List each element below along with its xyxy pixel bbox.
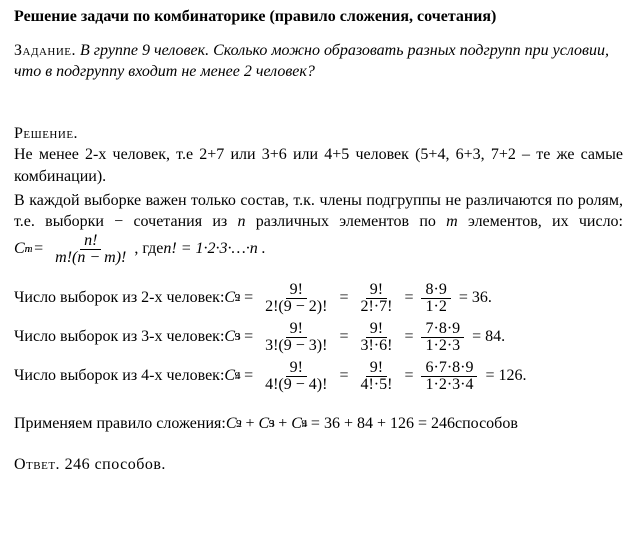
- sum-eq1: =: [311, 413, 320, 435]
- answer-label: Ответ.: [14, 456, 60, 473]
- p2-mid: различных элементов по: [245, 213, 446, 230]
- calc-row-3: Число выборок из 3-х человек: C39 = 9!3!…: [14, 321, 623, 354]
- f1-den: 4!(9 − 4)!: [261, 377, 331, 393]
- sum-c3: C: [291, 413, 302, 435]
- f2-den: 2!·7!: [356, 299, 396, 315]
- row-dot: .: [523, 365, 527, 387]
- f1-den: 3!(9 − 3)!: [261, 338, 331, 354]
- sum-lead: Применяем правило сложения:: [14, 413, 226, 435]
- solution-label: Решение.: [14, 123, 623, 145]
- row-dot: .: [501, 326, 505, 348]
- row-result: 36: [472, 287, 488, 309]
- solution-p2: В каждой выборке важен только состав, т.…: [14, 190, 623, 266]
- row-lead: Число выборок из 4-х человек:: [14, 365, 224, 387]
- answer-block: Ответ. 246 способов.: [14, 454, 623, 476]
- task-text: В группе 9 человек. Сколько можно образо…: [14, 42, 609, 81]
- row-C: C: [224, 326, 235, 348]
- formula-comma: , где: [134, 238, 163, 260]
- f2-num: 9!: [366, 321, 387, 338]
- row-lead: Число выборок из 2-х человек:: [14, 287, 224, 309]
- answer-text: 246 способов.: [65, 456, 166, 473]
- sum-tail: способов: [455, 413, 518, 435]
- p2-m: m: [446, 213, 458, 230]
- addition-rule-line: Применяем правило сложения: C29 + C39 + …: [14, 413, 623, 435]
- row-dot: .: [488, 287, 492, 309]
- f3-den: 1·2·3·4: [421, 377, 477, 393]
- calc-row-4: Число выборок из 4-х человек: C49 = 9!4!…: [14, 360, 623, 393]
- row-lead: Число выборок из 3-х человек:: [14, 326, 224, 348]
- f3-num: 7·8·9: [421, 321, 464, 338]
- f1-num: 9!: [286, 360, 307, 377]
- sum-val: 246: [431, 413, 455, 435]
- f3-den: 1·2·3: [421, 338, 464, 354]
- formula-eq: =: [34, 238, 43, 260]
- sum-expand: 36 + 84 + 126: [324, 413, 414, 435]
- sum-plus1: +: [246, 413, 255, 435]
- f1-den: 2!(9 − 2)!: [261, 299, 331, 315]
- f2-num: 9!: [366, 282, 387, 299]
- solution-p1: Не менее 2-х человек, т.е 2+7 или 3+6 ил…: [14, 144, 623, 187]
- f3-den: 1·2: [421, 299, 450, 315]
- p2-tail: элементов, их число:: [458, 213, 623, 230]
- f2-den: 4!·5!: [356, 377, 396, 393]
- formula-ndef: n! = 1·2·3·…·n .: [163, 238, 265, 260]
- row-result: 126: [499, 365, 523, 387]
- f2-num: 9!: [366, 360, 387, 377]
- combination-formula: Cmn = n! m!(n − m)! , где n! = 1·2·3·…·n…: [14, 233, 266, 266]
- row-C: C: [224, 287, 235, 309]
- sum-plus2: +: [278, 413, 287, 435]
- page-title: Решение задачи по комбинаторике (правило…: [14, 6, 623, 28]
- f1-num: 9!: [286, 321, 307, 338]
- f1-num: 9!: [286, 282, 307, 299]
- f3-num: 6·7·8·9: [421, 360, 477, 377]
- calc-row-2: Число выборок из 2-х человек: C29 = 9!2!…: [14, 282, 623, 315]
- task-block: Задание. В группе 9 человек. Сколько мож…: [14, 40, 623, 83]
- sum-c2: C: [259, 413, 270, 435]
- f3-num: 8·9: [421, 282, 450, 299]
- row-result: 84: [485, 326, 501, 348]
- formula-den: m!(n − m)!: [51, 250, 130, 266]
- formula-fraction: n! m!(n − m)!: [51, 233, 130, 266]
- formula-num: n!: [80, 233, 101, 250]
- sum-eq2: =: [418, 413, 427, 435]
- row-C: C: [224, 365, 235, 387]
- sum-c1: C: [226, 413, 237, 435]
- task-label: Задание.: [14, 42, 76, 59]
- formula-C: C: [14, 238, 25, 260]
- f2-den: 3!·6!: [356, 338, 396, 354]
